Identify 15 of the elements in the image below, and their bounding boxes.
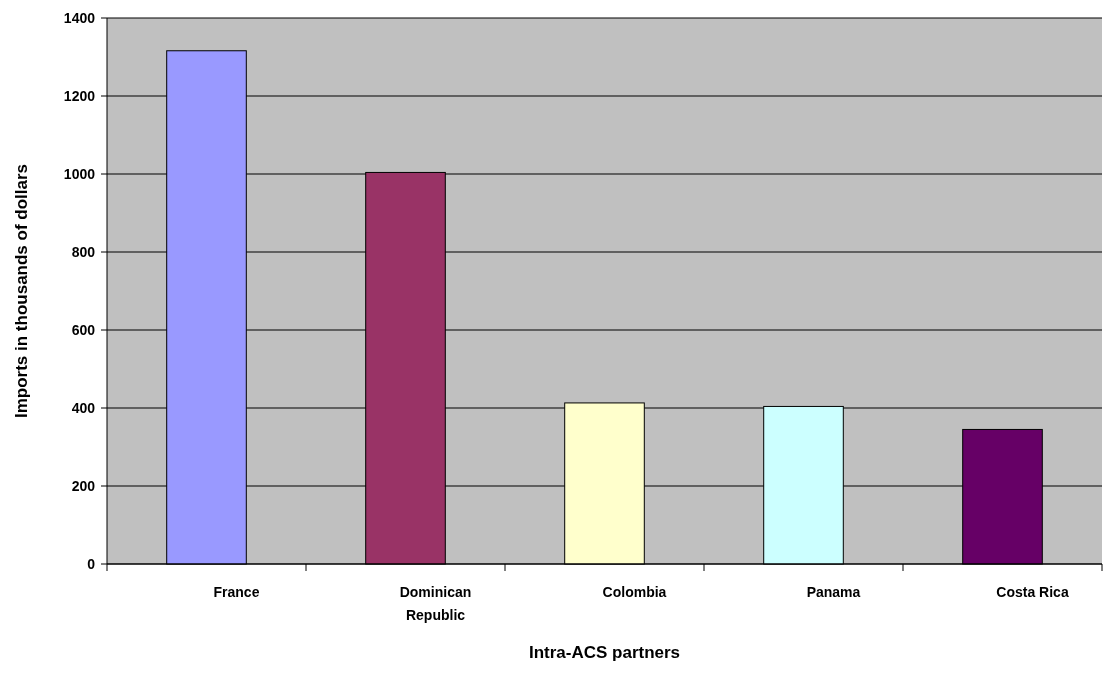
x-tick-label: France	[213, 584, 260, 600]
x-tick-label: Panama	[806, 584, 861, 600]
y-tick-label: 0	[87, 555, 96, 572]
y-tick-label: 1200	[63, 87, 96, 104]
x-tick-label: Colombia	[602, 584, 667, 600]
y-tick-label: 1000	[63, 165, 96, 182]
y-tick-label: 800	[71, 243, 96, 260]
y-tick-label: 600	[71, 321, 96, 338]
x-tick-label: Dominican Republic	[399, 584, 472, 623]
y-tick-label: 1400	[63, 9, 96, 26]
x-axis-title: Intra-ACS partners	[528, 643, 681, 662]
x-tick-label: Costa Rica	[996, 584, 1069, 600]
y-tick-label: 200	[71, 477, 96, 494]
y-axis-title: Imports in thousands of dollars	[12, 163, 31, 419]
y-tick-label: 400	[71, 399, 96, 416]
